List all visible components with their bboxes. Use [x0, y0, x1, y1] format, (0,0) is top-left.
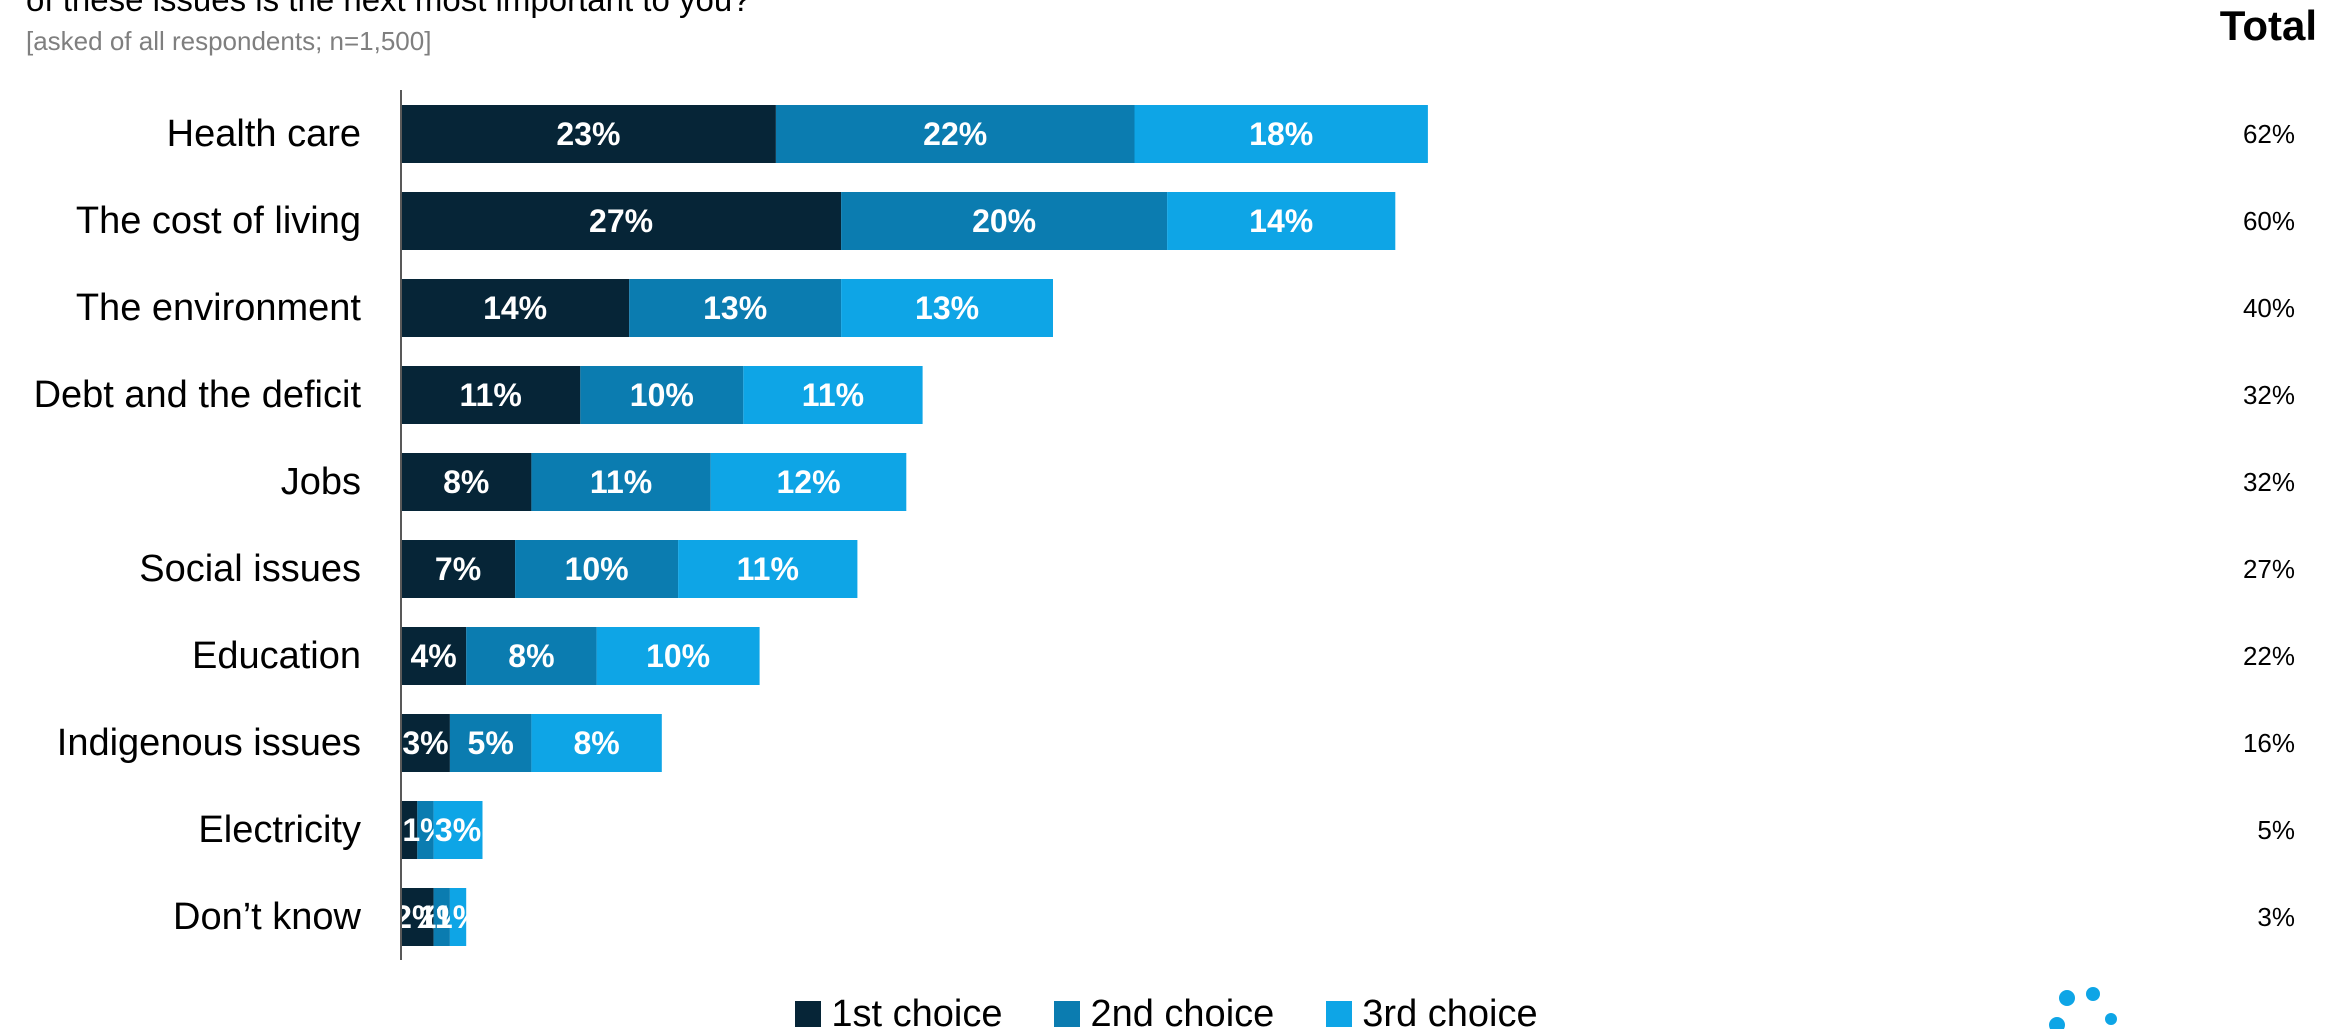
category-label-debt-and-the-deficit: Debt and the deficit	[34, 374, 362, 416]
data-label-the-environment-1st-choice: 14%	[483, 290, 547, 326]
bar-education-1st-choice	[401, 627, 467, 685]
bar-don-t-know-2nd-choice	[433, 888, 450, 946]
data-label-the-environment-3rd-choice: 13%	[915, 290, 979, 326]
bar-social-issues-1st-choice	[401, 540, 516, 598]
legend-swatch-1st-choice	[795, 1001, 822, 1027]
bar-don-t-know-1st-choice	[401, 888, 434, 946]
bar-indigenous-issues-3rd-choice	[531, 714, 662, 772]
data-label-jobs-3rd-choice: 12%	[776, 464, 840, 500]
total-value-social-issues: 27%	[2243, 554, 2295, 584]
bar-jobs-2nd-choice	[531, 453, 711, 511]
bar-electricity-3rd-choice	[433, 801, 483, 859]
bar-education-3rd-choice	[596, 627, 760, 685]
data-label-jobs-1st-choice: 8%	[443, 464, 489, 500]
legend-label-1st-choice: 1st choice	[831, 993, 1003, 1035]
data-label-social-issues-3rd-choice: 11%	[737, 551, 799, 587]
data-label-education-2nd-choice: 8%	[508, 638, 554, 674]
bar-the-environment-1st-choice	[401, 279, 630, 337]
bar-indigenous-issues-1st-choice	[401, 714, 450, 772]
data-label-social-issues-2nd-choice: 10%	[565, 551, 629, 587]
legend-label-2nd-choice: 2nd choice	[1090, 993, 1275, 1035]
data-label-jobs-2nd-choice: 11%	[590, 464, 652, 500]
total-value-education: 22%	[2243, 641, 2295, 671]
data-label-the-cost-of-living-1st-choice: 27%	[589, 203, 653, 239]
data-label-don-t-know-3rd-choice: 1%	[435, 899, 481, 935]
data-label-debt-and-the-deficit-3rd-choice: 11%	[802, 377, 864, 413]
bar-debt-and-the-deficit-1st-choice	[401, 366, 581, 424]
dots-logo-icon	[2049, 987, 2117, 1029]
total-value-debt-and-the-deficit: 32%	[2243, 380, 2295, 410]
bar-social-issues-2nd-choice	[515, 540, 679, 598]
total-value-the-environment: 40%	[2243, 293, 2295, 323]
category-label-the-cost-of-living: The cost of living	[76, 200, 361, 242]
data-label-health-care-1st-choice: 23%	[556, 116, 620, 152]
category-label-education: Education	[192, 635, 361, 677]
total-value-the-cost-of-living: 60%	[2243, 206, 2295, 236]
legend-item-3rd-choice: 3rd choice	[1326, 992, 1538, 1036]
data-label-indigenous-issues-3rd-choice: 8%	[573, 725, 619, 761]
bar-the-environment-2nd-choice	[629, 279, 842, 337]
data-label-the-cost-of-living-3rd-choice: 14%	[1249, 203, 1313, 239]
category-label-electricity: Electricity	[198, 809, 361, 851]
category-label-indigenous-issues: Indigenous issues	[57, 722, 361, 764]
total-value-don-t-know: 3%	[2257, 902, 2295, 932]
bar-jobs-3rd-choice	[710, 453, 907, 511]
total-value-electricity: 5%	[2257, 815, 2295, 845]
data-label-electricity-3rd-choice: 3%	[435, 812, 481, 848]
total-value-jobs: 32%	[2243, 467, 2295, 497]
bar-debt-and-the-deficit-2nd-choice	[580, 366, 744, 424]
sample-note: [asked of all respondents; n=1,500]	[26, 26, 432, 56]
data-label-health-care-3rd-choice: 18%	[1249, 116, 1313, 152]
legend-swatch-2nd-choice	[1054, 1001, 1081, 1027]
bar-don-t-know-3rd-choice	[449, 888, 467, 946]
data-label-health-care-2nd-choice: 22%	[923, 116, 987, 152]
bar-electricity-2nd-choice	[417, 801, 434, 859]
bar-education-2nd-choice	[466, 627, 597, 685]
legend-item-1st-choice: 1st choice	[795, 992, 1002, 1036]
data-label-social-issues-1st-choice: 7%	[435, 551, 481, 587]
bar-indigenous-issues-2nd-choice	[449, 714, 532, 772]
data-label-education-3rd-choice: 10%	[646, 638, 710, 674]
question-text: of these issues is the next most importa…	[26, 0, 751, 20]
data-label-indigenous-issues-2nd-choice: 5%	[468, 725, 514, 761]
bar-the-cost-of-living-1st-choice	[401, 192, 842, 250]
category-label-health-care: Health care	[167, 113, 361, 155]
data-label-the-cost-of-living-2nd-choice: 20%	[972, 203, 1036, 239]
total-column-header: Total	[2219, 2, 2317, 49]
legend-swatch-3rd-choice	[1326, 1001, 1353, 1027]
bar-jobs-1st-choice	[401, 453, 532, 511]
data-label-education-1st-choice: 4%	[410, 638, 456, 674]
data-label-indigenous-issues-1st-choice: 3%	[402, 725, 448, 761]
bar-the-cost-of-living-3rd-choice	[1167, 192, 1396, 250]
bar-the-cost-of-living-2nd-choice	[841, 192, 1168, 250]
category-label-don-t-know: Don’t know	[173, 896, 362, 938]
legend-label-3rd-choice: 3rd choice	[1362, 993, 1538, 1035]
category-label-the-environment: The environment	[76, 287, 362, 329]
data-label-debt-and-the-deficit-2nd-choice: 10%	[630, 377, 694, 413]
bar-electricity-1st-choice	[401, 801, 418, 859]
bar-health-care-1st-choice	[401, 105, 776, 163]
category-label-social-issues: Social issues	[139, 548, 361, 590]
bar-social-issues-3rd-choice	[678, 540, 858, 598]
total-value-indigenous-issues: 16%	[2243, 728, 2295, 758]
chart-legend: 1st choice 2nd choice 3rd choice	[0, 992, 2333, 1036]
bar-health-care-2nd-choice	[775, 105, 1135, 163]
bar-the-environment-3rd-choice	[841, 279, 1053, 337]
legend-item-2nd-choice: 2nd choice	[1054, 992, 1274, 1036]
bar-debt-and-the-deficit-3rd-choice	[743, 366, 923, 424]
category-label-jobs: Jobs	[281, 461, 361, 503]
bar-health-care-3rd-choice	[1134, 105, 1428, 163]
data-label-the-environment-2nd-choice: 13%	[703, 290, 767, 326]
total-value-health-care: 62%	[2243, 119, 2295, 149]
data-label-debt-and-the-deficit-1st-choice: 11%	[460, 377, 522, 413]
